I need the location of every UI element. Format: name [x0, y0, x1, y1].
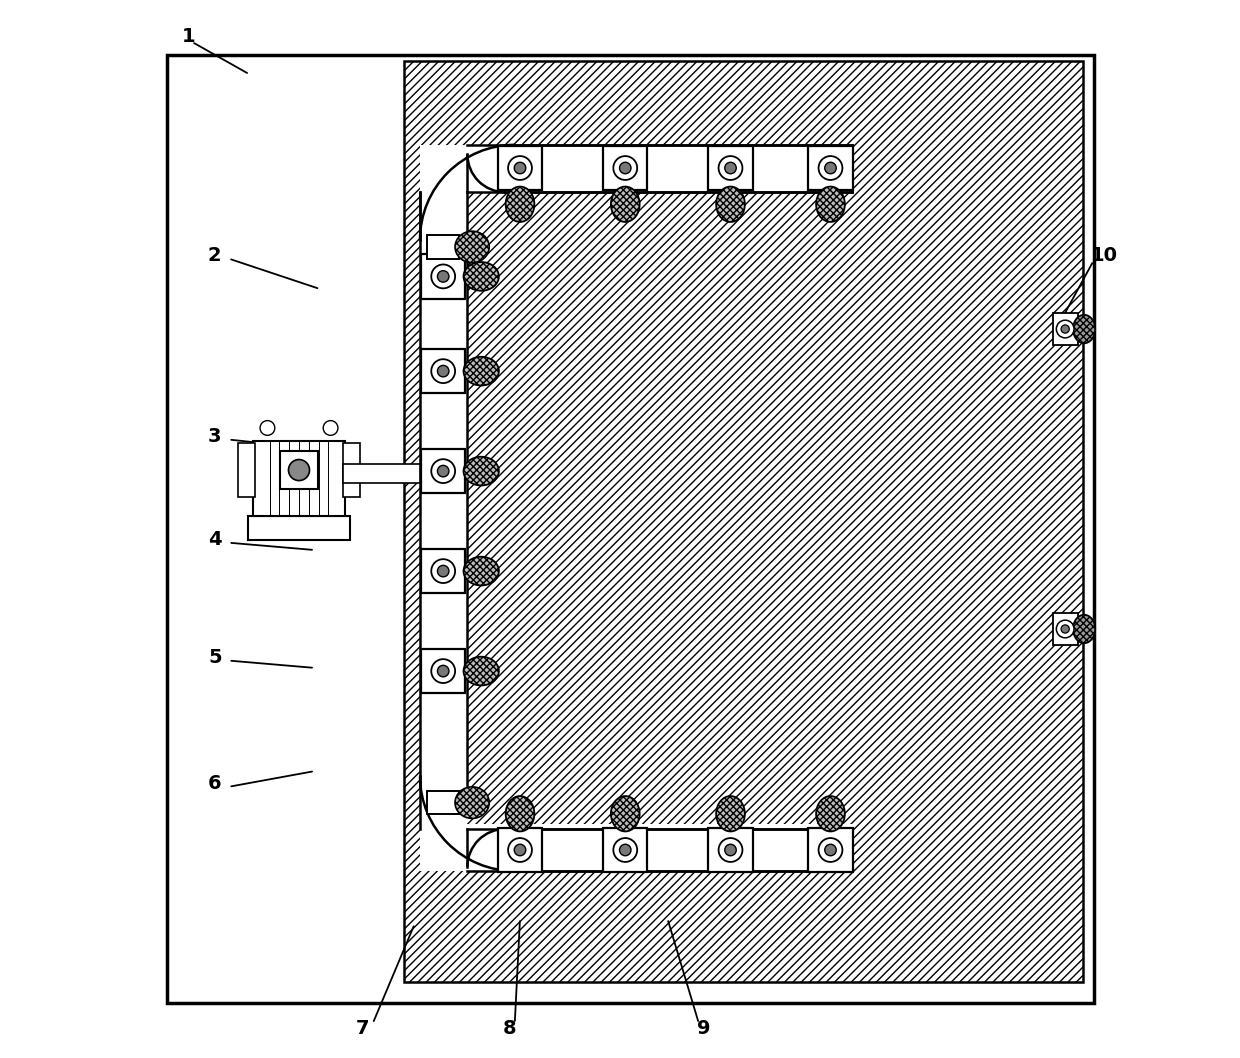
Circle shape: [432, 659, 455, 683]
Bar: [1053, 313, 1078, 345]
Circle shape: [438, 565, 449, 577]
Ellipse shape: [611, 186, 640, 222]
Bar: [253, 440, 345, 516]
Circle shape: [432, 360, 455, 383]
Bar: [603, 828, 647, 872]
Text: 8: 8: [502, 1020, 516, 1038]
Bar: [404, 60, 1083, 982]
Circle shape: [718, 157, 743, 180]
Circle shape: [1056, 620, 1074, 638]
Bar: [404, 60, 1083, 982]
Ellipse shape: [464, 657, 498, 686]
Circle shape: [432, 459, 455, 484]
Bar: [248, 516, 350, 540]
Bar: [420, 145, 852, 193]
Bar: [467, 824, 852, 871]
Bar: [1053, 614, 1078, 644]
Ellipse shape: [611, 796, 640, 832]
Circle shape: [614, 157, 637, 180]
Bar: [603, 146, 647, 190]
Circle shape: [438, 665, 449, 677]
Bar: [428, 791, 459, 815]
Bar: [422, 254, 465, 298]
Bar: [428, 235, 459, 258]
Circle shape: [620, 844, 631, 856]
Bar: [422, 649, 465, 693]
Ellipse shape: [717, 186, 745, 222]
Circle shape: [825, 844, 836, 856]
Circle shape: [438, 365, 449, 377]
Ellipse shape: [816, 186, 844, 222]
Text: 1: 1: [182, 26, 196, 45]
Ellipse shape: [464, 557, 498, 585]
Bar: [422, 449, 465, 493]
Ellipse shape: [506, 186, 534, 222]
Circle shape: [432, 264, 455, 289]
Bar: [498, 146, 542, 190]
Bar: [280, 451, 317, 489]
Circle shape: [508, 157, 532, 180]
Bar: [420, 193, 467, 787]
Circle shape: [508, 838, 532, 862]
Bar: [420, 824, 852, 871]
Circle shape: [620, 162, 631, 174]
Bar: [343, 463, 420, 482]
Ellipse shape: [464, 357, 498, 385]
Ellipse shape: [1073, 315, 1095, 343]
Ellipse shape: [455, 231, 490, 262]
Ellipse shape: [1073, 615, 1095, 643]
Circle shape: [825, 162, 836, 174]
Circle shape: [718, 838, 743, 862]
Circle shape: [724, 844, 737, 856]
Circle shape: [289, 459, 310, 480]
Bar: [343, 442, 360, 497]
Text: 2: 2: [208, 245, 222, 264]
Circle shape: [724, 162, 737, 174]
Bar: [238, 442, 254, 497]
Circle shape: [614, 838, 637, 862]
Ellipse shape: [464, 457, 498, 486]
Bar: [808, 146, 853, 190]
Circle shape: [515, 162, 526, 174]
Circle shape: [260, 421, 275, 435]
Circle shape: [515, 844, 526, 856]
Text: 4: 4: [208, 530, 222, 549]
Ellipse shape: [506, 796, 534, 832]
Circle shape: [324, 421, 339, 435]
Text: 5: 5: [208, 647, 222, 667]
Text: 6: 6: [208, 774, 222, 794]
Text: 3: 3: [208, 426, 222, 445]
Bar: [467, 145, 852, 193]
Circle shape: [818, 157, 842, 180]
Text: 10: 10: [1091, 245, 1117, 264]
Circle shape: [438, 271, 449, 282]
Bar: [422, 349, 465, 394]
Circle shape: [818, 838, 842, 862]
Text: 9: 9: [697, 1020, 711, 1038]
Ellipse shape: [455, 787, 490, 819]
Circle shape: [1056, 321, 1074, 338]
Ellipse shape: [816, 796, 844, 832]
Bar: [708, 146, 753, 190]
Circle shape: [1061, 325, 1069, 333]
Bar: [498, 828, 542, 872]
Bar: [808, 828, 853, 872]
Bar: [708, 828, 753, 872]
Ellipse shape: [717, 796, 745, 832]
Ellipse shape: [464, 262, 498, 291]
Bar: [422, 549, 465, 594]
Bar: [420, 193, 467, 829]
Circle shape: [432, 560, 455, 583]
Circle shape: [1061, 625, 1069, 633]
Bar: [167, 55, 1094, 1003]
Circle shape: [438, 466, 449, 477]
Text: 7: 7: [356, 1020, 370, 1038]
